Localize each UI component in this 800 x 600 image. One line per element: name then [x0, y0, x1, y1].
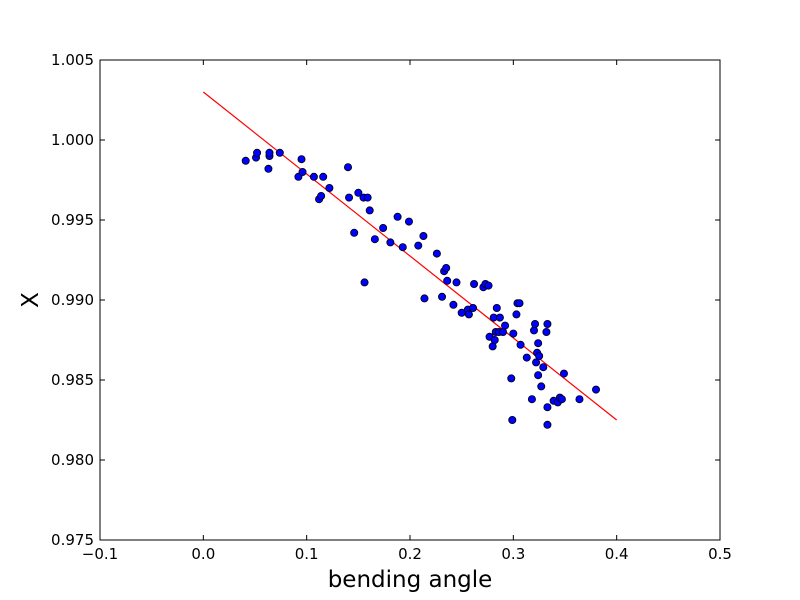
data-point: [592, 385, 601, 394]
data-point: [443, 276, 452, 285]
data-point: [298, 167, 307, 176]
x-axis-label: bending angle: [328, 567, 493, 593]
x-tick-label: 0.4: [605, 545, 629, 563]
data-point: [534, 339, 543, 348]
data-point: [343, 163, 352, 172]
y-tick-label: 0.990: [51, 291, 94, 309]
data-point: [490, 335, 499, 344]
data-point: [484, 281, 493, 290]
data-point: [370, 235, 379, 244]
data-point: [354, 188, 363, 197]
data-point: [325, 183, 334, 192]
data-point: [438, 292, 447, 301]
data-point: [365, 206, 374, 215]
fit-lines: [202, 91, 618, 421]
data-point: [557, 395, 566, 404]
y-tick-label: 1.005: [51, 51, 94, 69]
data-point: [534, 371, 543, 380]
data-point: [530, 326, 539, 335]
data-point: [241, 156, 250, 165]
data-point: [512, 310, 521, 319]
x-tick-label: 0.1: [295, 545, 319, 563]
data-point: [470, 279, 479, 288]
data-point: [449, 300, 458, 309]
x-tick-label: 0.3: [501, 545, 525, 563]
y-tick-label: 0.985: [51, 371, 94, 389]
data-point: [379, 223, 388, 232]
data-point: [350, 228, 359, 237]
data-point: [297, 155, 306, 164]
data-point: [309, 172, 318, 181]
data-point: [319, 172, 328, 181]
data-point: [539, 363, 548, 372]
x-tick-label: 0.0: [191, 545, 215, 563]
x-tick-label: 0.5: [708, 545, 732, 563]
data-point: [345, 193, 354, 202]
data-point: [559, 369, 568, 378]
y-tick-label: 1.000: [51, 131, 94, 149]
data-point: [537, 382, 546, 391]
data-point: [542, 327, 551, 336]
data-point: [469, 303, 478, 312]
data-point: [543, 420, 552, 429]
x-tick-label: −0.1: [82, 545, 118, 563]
data-point: [492, 303, 501, 312]
data-point: [398, 243, 407, 252]
data-point: [509, 329, 518, 338]
data-point: [527, 395, 536, 404]
data-point: [507, 374, 516, 383]
data-point: [516, 340, 525, 349]
data-point: [501, 321, 510, 330]
data-point: [404, 217, 413, 226]
data-point: [442, 263, 451, 272]
data-point: [531, 319, 540, 328]
data-point: [532, 358, 541, 367]
data-point: [275, 148, 284, 157]
data-point: [419, 231, 428, 240]
data-point: [414, 241, 423, 250]
data-point: [575, 395, 584, 404]
y-tick-label: 0.975: [51, 531, 94, 549]
data-point: [535, 351, 544, 360]
data-point: [515, 299, 524, 308]
data-point: [522, 353, 531, 362]
data-point: [452, 278, 461, 287]
data-point: [253, 148, 262, 157]
data-point: [265, 148, 274, 157]
data-point: [393, 212, 402, 221]
y-axis-label: X: [18, 292, 44, 308]
data-point: [360, 278, 369, 287]
y-tick-label: 0.995: [51, 211, 94, 229]
data-points: [241, 148, 601, 429]
data-point: [264, 164, 273, 173]
fit-line: [202, 91, 618, 421]
data-point: [420, 294, 429, 303]
y-tick-label: 0.980: [51, 451, 94, 469]
data-point: [508, 415, 517, 424]
x-tick-label: 0.2: [398, 545, 422, 563]
plot-frame: [99, 59, 721, 541]
tick-marks: [99, 59, 721, 541]
x-tick-labels: −0.1 0.0 0.1 0.2 0.3 0.4 0.5: [82, 545, 732, 563]
data-point: [495, 313, 504, 322]
data-point: [464, 310, 473, 319]
y-tick-labels: 0.975 0.980 0.985 0.990 0.995 1.000 1.005: [51, 51, 94, 549]
data-point: [543, 319, 552, 328]
data-point: [386, 238, 395, 247]
data-point: [543, 403, 552, 412]
data-point: [432, 249, 441, 258]
data-point: [363, 193, 372, 202]
data-point: [317, 191, 326, 200]
